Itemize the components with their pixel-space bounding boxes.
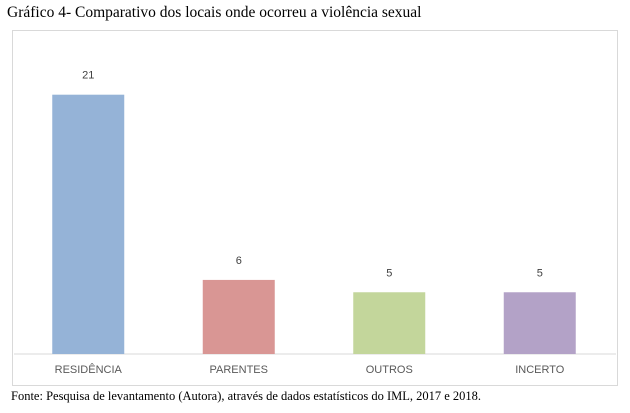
category-label-outros: OUTROS: [366, 364, 413, 376]
bar-outros: [353, 292, 426, 354]
bar-incerto: [503, 292, 576, 354]
figure-source: Fonte: Pesquisa de levantamento (Autora)…: [11, 389, 482, 403]
category-label-residencia: RESIDÊNCIA: [55, 363, 123, 376]
bar-parentes: [202, 279, 275, 354]
data-label-incerto: 5: [537, 267, 543, 279]
category-label-parentes: PARENTES: [210, 364, 268, 376]
bar-residencia: [52, 94, 125, 355]
figure-title: Gráfico 4- Comparativo dos locais onde o…: [7, 4, 422, 21]
data-label-residencia: 21: [82, 70, 94, 82]
category-label-incerto: INCERTO: [515, 364, 565, 376]
data-label-parentes: 6: [236, 255, 242, 267]
data-label-outros: 5: [386, 267, 392, 279]
